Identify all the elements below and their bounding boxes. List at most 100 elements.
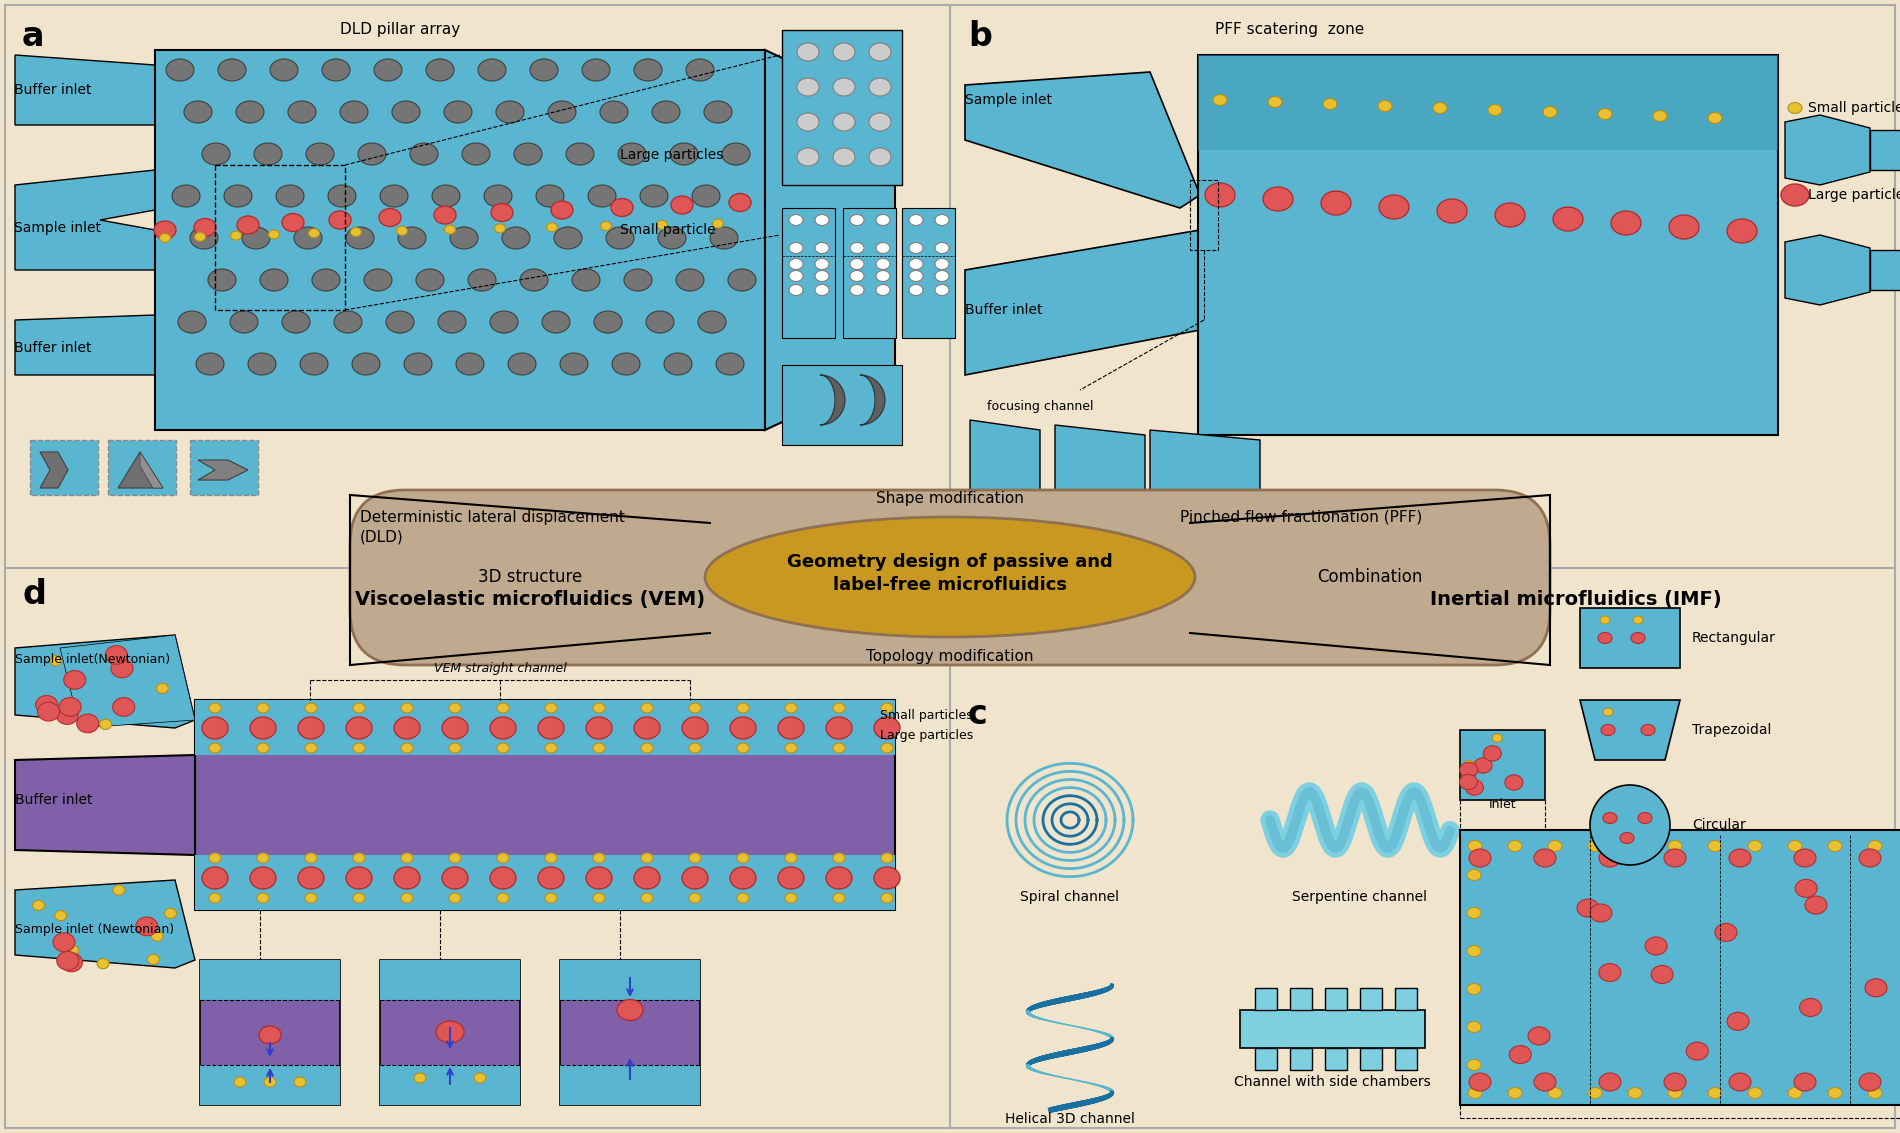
Ellipse shape xyxy=(256,853,270,863)
Ellipse shape xyxy=(777,867,804,889)
Ellipse shape xyxy=(1509,1046,1531,1064)
Text: DLD pillar array: DLD pillar array xyxy=(340,22,460,37)
Ellipse shape xyxy=(306,702,317,713)
Ellipse shape xyxy=(1780,184,1809,206)
Ellipse shape xyxy=(251,867,276,889)
Ellipse shape xyxy=(935,271,948,281)
Ellipse shape xyxy=(490,867,517,889)
Ellipse shape xyxy=(1469,849,1492,867)
Ellipse shape xyxy=(256,702,270,713)
Ellipse shape xyxy=(393,717,420,739)
Text: Rectangular: Rectangular xyxy=(1693,631,1777,645)
Ellipse shape xyxy=(209,853,220,863)
Ellipse shape xyxy=(796,113,819,131)
Ellipse shape xyxy=(346,717,372,739)
Ellipse shape xyxy=(1598,632,1611,644)
Bar xyxy=(1199,56,1778,435)
Ellipse shape xyxy=(826,717,851,739)
Ellipse shape xyxy=(448,743,462,753)
Ellipse shape xyxy=(1267,96,1283,108)
Ellipse shape xyxy=(826,867,851,889)
Ellipse shape xyxy=(306,853,317,863)
Ellipse shape xyxy=(57,952,78,970)
Ellipse shape xyxy=(690,893,701,903)
Ellipse shape xyxy=(76,714,99,733)
Ellipse shape xyxy=(730,194,750,212)
Ellipse shape xyxy=(416,269,445,291)
Ellipse shape xyxy=(652,101,680,123)
Text: Shape modification: Shape modification xyxy=(876,491,1024,505)
Ellipse shape xyxy=(1788,1088,1801,1099)
Ellipse shape xyxy=(306,743,317,753)
Ellipse shape xyxy=(692,185,720,207)
Ellipse shape xyxy=(796,148,819,167)
Ellipse shape xyxy=(378,208,401,227)
Ellipse shape xyxy=(173,185,200,207)
Ellipse shape xyxy=(1788,841,1801,852)
Ellipse shape xyxy=(1467,1022,1480,1032)
Bar xyxy=(1189,180,1218,250)
Bar xyxy=(200,960,340,1105)
Ellipse shape xyxy=(1668,1088,1682,1099)
Ellipse shape xyxy=(1727,1012,1750,1030)
Text: Pinched flow fractionation (PFF): Pinched flow fractionation (PFF) xyxy=(1180,510,1423,525)
Ellipse shape xyxy=(386,310,414,333)
Ellipse shape xyxy=(365,269,391,291)
Text: 3D structure: 3D structure xyxy=(479,568,581,586)
Ellipse shape xyxy=(61,953,82,972)
Ellipse shape xyxy=(414,1073,426,1083)
Ellipse shape xyxy=(256,743,270,753)
Ellipse shape xyxy=(785,853,796,863)
Ellipse shape xyxy=(785,702,796,713)
Ellipse shape xyxy=(686,59,714,80)
Ellipse shape xyxy=(443,717,467,739)
Bar xyxy=(215,165,346,310)
Ellipse shape xyxy=(104,646,127,664)
Text: Trapezoidal: Trapezoidal xyxy=(1693,723,1771,736)
Text: Large particles: Large particles xyxy=(880,729,973,741)
Ellipse shape xyxy=(433,206,456,224)
Ellipse shape xyxy=(1488,104,1503,116)
Text: Sample inlet (Newtonian): Sample inlet (Newtonian) xyxy=(15,923,175,937)
Ellipse shape xyxy=(298,867,325,889)
Ellipse shape xyxy=(490,204,513,221)
Ellipse shape xyxy=(1668,215,1699,239)
Ellipse shape xyxy=(593,743,604,753)
Ellipse shape xyxy=(207,269,236,291)
Ellipse shape xyxy=(1628,1088,1642,1099)
Ellipse shape xyxy=(1588,841,1602,852)
Bar xyxy=(190,440,258,495)
Ellipse shape xyxy=(581,59,610,80)
Ellipse shape xyxy=(882,743,893,753)
Ellipse shape xyxy=(276,185,304,207)
Ellipse shape xyxy=(112,698,135,716)
Ellipse shape xyxy=(908,271,923,281)
Ellipse shape xyxy=(1794,1073,1816,1091)
Ellipse shape xyxy=(1548,1088,1562,1099)
Text: Small particles: Small particles xyxy=(1809,101,1900,116)
Ellipse shape xyxy=(593,702,604,713)
Ellipse shape xyxy=(876,284,889,296)
Polygon shape xyxy=(1150,431,1260,500)
Ellipse shape xyxy=(935,214,948,225)
Ellipse shape xyxy=(1465,780,1484,795)
Ellipse shape xyxy=(640,185,669,207)
Ellipse shape xyxy=(1868,841,1883,852)
Ellipse shape xyxy=(321,59,350,80)
Ellipse shape xyxy=(1212,94,1227,105)
Ellipse shape xyxy=(832,893,846,903)
Text: focusing channel: focusing channel xyxy=(986,400,1092,414)
Ellipse shape xyxy=(1632,616,1644,624)
Bar xyxy=(1290,988,1313,1010)
Ellipse shape xyxy=(1469,1073,1492,1091)
Ellipse shape xyxy=(1868,1088,1883,1099)
Ellipse shape xyxy=(1664,849,1685,867)
Ellipse shape xyxy=(1492,734,1503,742)
Ellipse shape xyxy=(1645,937,1666,955)
Bar xyxy=(1459,830,1900,1105)
Ellipse shape xyxy=(498,702,509,713)
Ellipse shape xyxy=(551,201,574,219)
Ellipse shape xyxy=(264,1077,276,1087)
Ellipse shape xyxy=(426,59,454,80)
Ellipse shape xyxy=(494,224,505,233)
